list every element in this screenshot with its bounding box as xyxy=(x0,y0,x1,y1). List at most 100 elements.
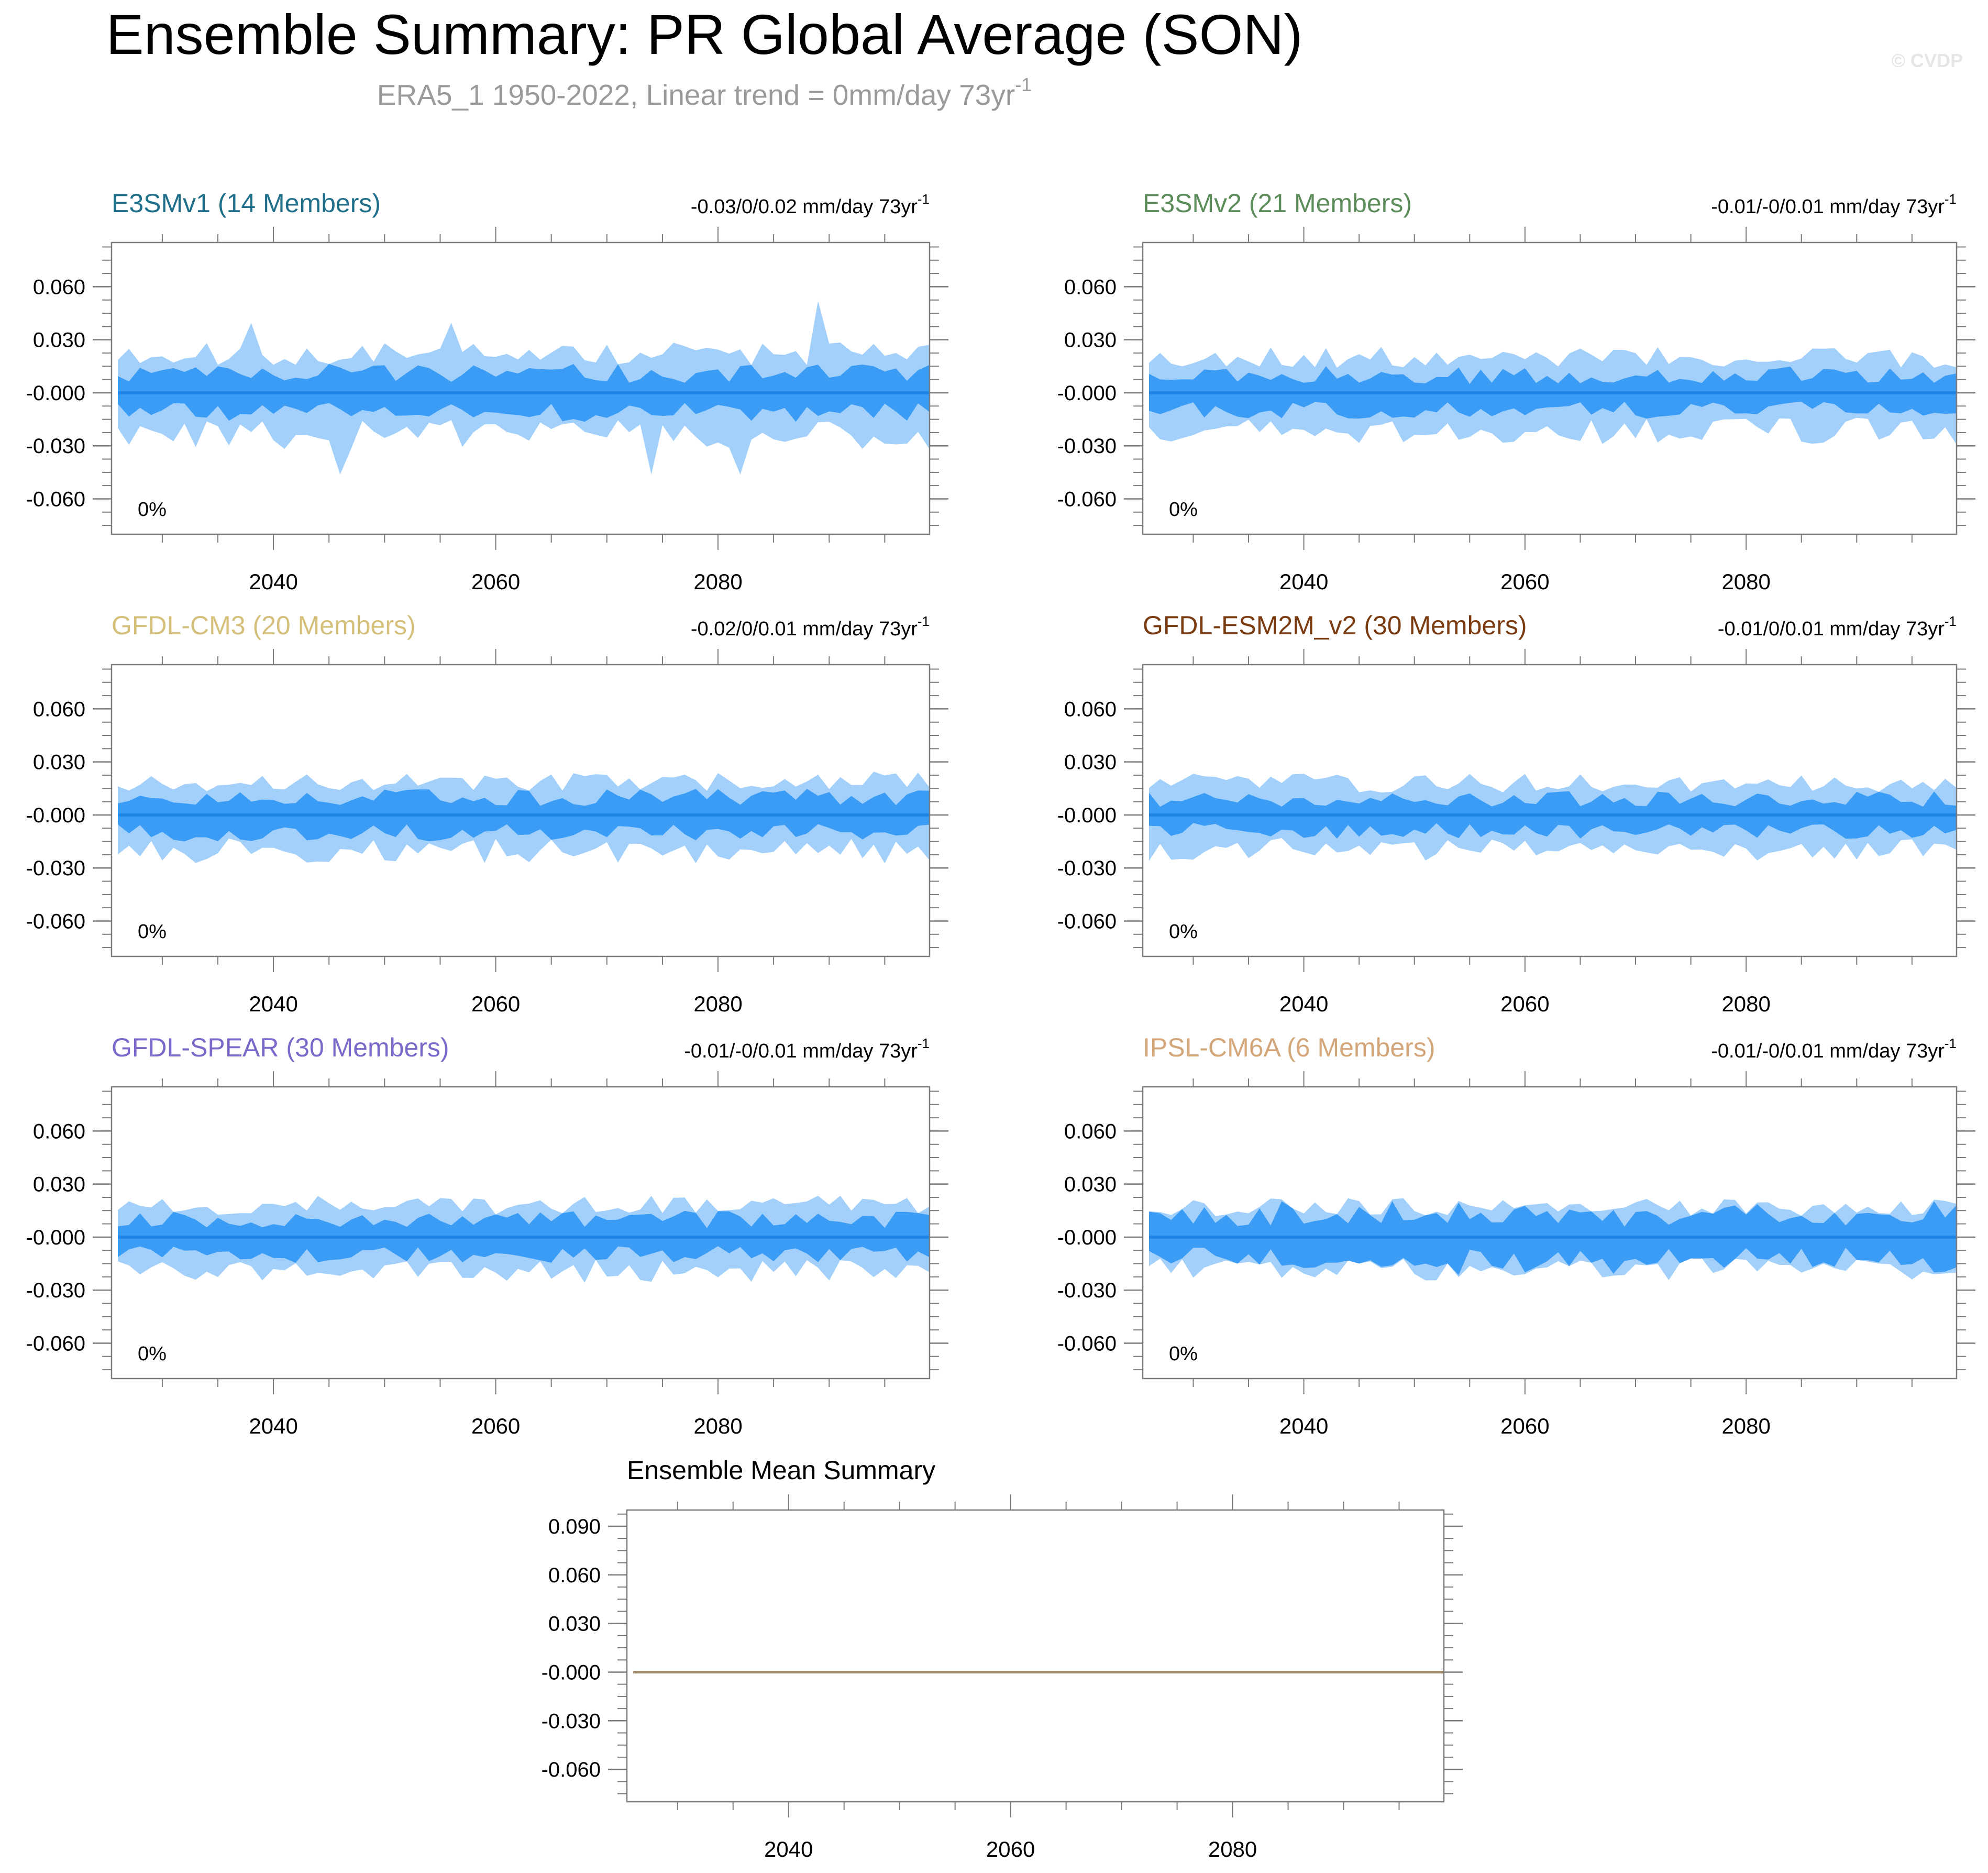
watermark: © CVDP xyxy=(1891,50,1963,71)
trend-sup: -1 xyxy=(918,613,930,629)
panel-trend-label: -0.03/0/0.02 mm/day 73yr-1 xyxy=(691,191,930,218)
y-tick-label: 0.030 xyxy=(33,329,85,352)
panel-title: Ensemble Mean Summary xyxy=(627,1456,935,1485)
plot-frame xyxy=(1142,241,1958,535)
y-tick-label: -0.030 xyxy=(26,857,85,880)
y-tick-label: 0.030 xyxy=(1064,751,1117,774)
y-tick-label: 0.060 xyxy=(1064,1120,1117,1143)
plot-frame xyxy=(1142,1086,1958,1380)
x-tick-label: 2060 xyxy=(986,1837,1035,1861)
y-tick-label: 0.060 xyxy=(33,1120,85,1143)
x-tick-label: 2080 xyxy=(1208,1837,1257,1861)
panel-title: IPSL-CM6A (6 Members) xyxy=(1143,1033,1435,1062)
y-tick-label: 0.030 xyxy=(548,1613,601,1636)
plot-frame xyxy=(111,664,931,957)
panel-title: GFDL-SPEAR (30 Members) xyxy=(112,1033,449,1062)
x-tick-label: 2040 xyxy=(249,991,297,1016)
y-tick-label: -0.030 xyxy=(26,435,85,458)
percent-label: 0% xyxy=(138,499,167,521)
x-tick-label: 2080 xyxy=(1721,1414,1770,1438)
y-tick-label: -0.030 xyxy=(1057,857,1117,880)
percent-label: 0% xyxy=(1169,1343,1198,1365)
x-tick-label: 2060 xyxy=(1500,991,1549,1016)
panel-trend-label: -0.01/-0/0.01 mm/day 73yr-1 xyxy=(1711,191,1957,218)
percent-label: 0% xyxy=(1169,499,1198,521)
panel-title: E3SMv2 (21 Members) xyxy=(1143,189,1412,218)
trend-sup: -1 xyxy=(1945,613,1957,629)
percent-label: 0% xyxy=(138,921,167,943)
y-tick-label: -0.000 xyxy=(1057,1226,1117,1249)
x-tick-label: 2080 xyxy=(1721,991,1770,1016)
y-tick-label: -0.060 xyxy=(26,488,85,511)
trend-text: -0.02/0/0.01 mm/day 73yr xyxy=(691,618,918,640)
trend-text: -0.03/0/0.02 mm/day 73yr xyxy=(691,196,918,218)
x-tick-label: 2060 xyxy=(471,991,520,1016)
y-tick-label: -0.000 xyxy=(542,1661,601,1684)
figure-subtitle-sup: -1 xyxy=(1015,74,1032,95)
panel-7: Ensemble Mean Summary 0.090 0.060 0.030 -0.0… xyxy=(542,1456,1463,1861)
x-tick-label: 2080 xyxy=(1721,569,1770,594)
x-tick-label: 2040 xyxy=(249,1414,297,1438)
trend-sup: -1 xyxy=(1945,1035,1957,1051)
panel-trend-label: -0.01/-0/0.01 mm/day 73yr-1 xyxy=(684,1035,930,1062)
trend-text: -0.01/-0/0.01 mm/day 73yr xyxy=(1711,196,1945,218)
y-tick-label: -0.060 xyxy=(26,1332,85,1355)
panel-6: IPSL-CM6A (6 Members) -0.01/-0/0.01 mm/da… xyxy=(1057,1033,1975,1438)
y-tick-label: 0.060 xyxy=(548,1564,601,1587)
x-tick-label: 2040 xyxy=(1279,569,1328,594)
y-tick-label: -0.030 xyxy=(1057,1279,1117,1302)
y-tick-label: -0.000 xyxy=(1057,804,1117,827)
panel-title: GFDL-ESM2M_v2 (30 Members) xyxy=(1143,611,1527,640)
x-tick-label: 2060 xyxy=(471,1414,520,1438)
trend-text: -0.01/0/0.01 mm/day 73yr xyxy=(1718,618,1945,640)
x-tick-label: 2080 xyxy=(693,1414,742,1438)
panels: E3SMv1 (14 Members) -0.03/0/0.02 mm/day 7… xyxy=(26,189,1975,1861)
y-tick-label: -0.060 xyxy=(1057,1332,1117,1355)
x-tick-label: 2080 xyxy=(693,991,742,1016)
panel-1: E3SMv1 (14 Members) -0.03/0/0.02 mm/day 7… xyxy=(26,189,948,594)
panel-2: E3SMv2 (21 Members) -0.01/-0/0.01 mm/day … xyxy=(1057,189,1975,594)
trend-text: -0.01/-0/0.01 mm/day 73yr xyxy=(1711,1040,1945,1062)
panel-trend-label: -0.02/0/0.01 mm/day 73yr-1 xyxy=(691,613,930,640)
panel-trend-label: -0.01/0/0.01 mm/day 73yr-1 xyxy=(1718,613,1957,640)
y-tick-label: -0.000 xyxy=(26,1226,85,1249)
plot-frame xyxy=(626,1509,1445,1803)
plot-frame xyxy=(111,241,931,535)
y-tick-label: 0.060 xyxy=(33,698,85,721)
y-tick-label: -0.030 xyxy=(26,1279,85,1302)
y-tick-label: -0.060 xyxy=(26,910,85,933)
plot-frame xyxy=(111,1086,931,1380)
y-tick-label: -0.060 xyxy=(1057,488,1117,511)
y-tick-label: -0.060 xyxy=(542,1758,601,1781)
plot-frame xyxy=(1142,664,1958,957)
y-tick-label: 0.090 xyxy=(548,1515,601,1538)
panel-5: GFDL-SPEAR (30 Members) -0.01/-0/0.01 mm/… xyxy=(26,1033,948,1438)
panel-title: GFDL-CM3 (20 Members) xyxy=(112,611,416,640)
x-tick-label: 2060 xyxy=(1500,569,1549,594)
x-tick-label: 2060 xyxy=(471,569,520,594)
x-tick-label: 2060 xyxy=(1500,1414,1549,1438)
y-tick-label: -0.000 xyxy=(26,804,85,827)
y-tick-label: -0.030 xyxy=(542,1710,601,1733)
figure-subtitle-text: ERA5_1 1950-2022, Linear trend = 0mm/day… xyxy=(377,79,1015,111)
panel-title: E3SMv1 (14 Members) xyxy=(112,189,381,218)
panel-4: GFDL-ESM2M_v2 (30 Members) -0.01/0/0.01 m… xyxy=(1057,611,1975,1016)
percent-label: 0% xyxy=(138,1343,167,1365)
y-tick-label: 0.030 xyxy=(1064,1173,1117,1196)
trend-sup: -1 xyxy=(1945,191,1957,207)
y-tick-label: -0.060 xyxy=(1057,910,1117,933)
y-tick-label: -0.000 xyxy=(1057,382,1117,405)
y-tick-label: 0.060 xyxy=(1064,276,1117,299)
x-tick-label: 2040 xyxy=(249,569,297,594)
panel-trend-label: -0.01/-0/0.01 mm/day 73yr-1 xyxy=(1711,1035,1957,1062)
trend-sup: -1 xyxy=(918,1035,930,1051)
y-tick-label: -0.030 xyxy=(1057,435,1117,458)
y-tick-label: 0.060 xyxy=(33,276,85,299)
percent-label: 0% xyxy=(1169,921,1198,943)
trend-text: -0.01/-0/0.01 mm/day 73yr xyxy=(684,1040,918,1062)
panel-3: GFDL-CM3 (20 Members) -0.02/0/0.01 mm/day… xyxy=(26,611,948,1016)
y-tick-label: -0.000 xyxy=(26,382,85,405)
trend-sup: -1 xyxy=(918,191,930,207)
